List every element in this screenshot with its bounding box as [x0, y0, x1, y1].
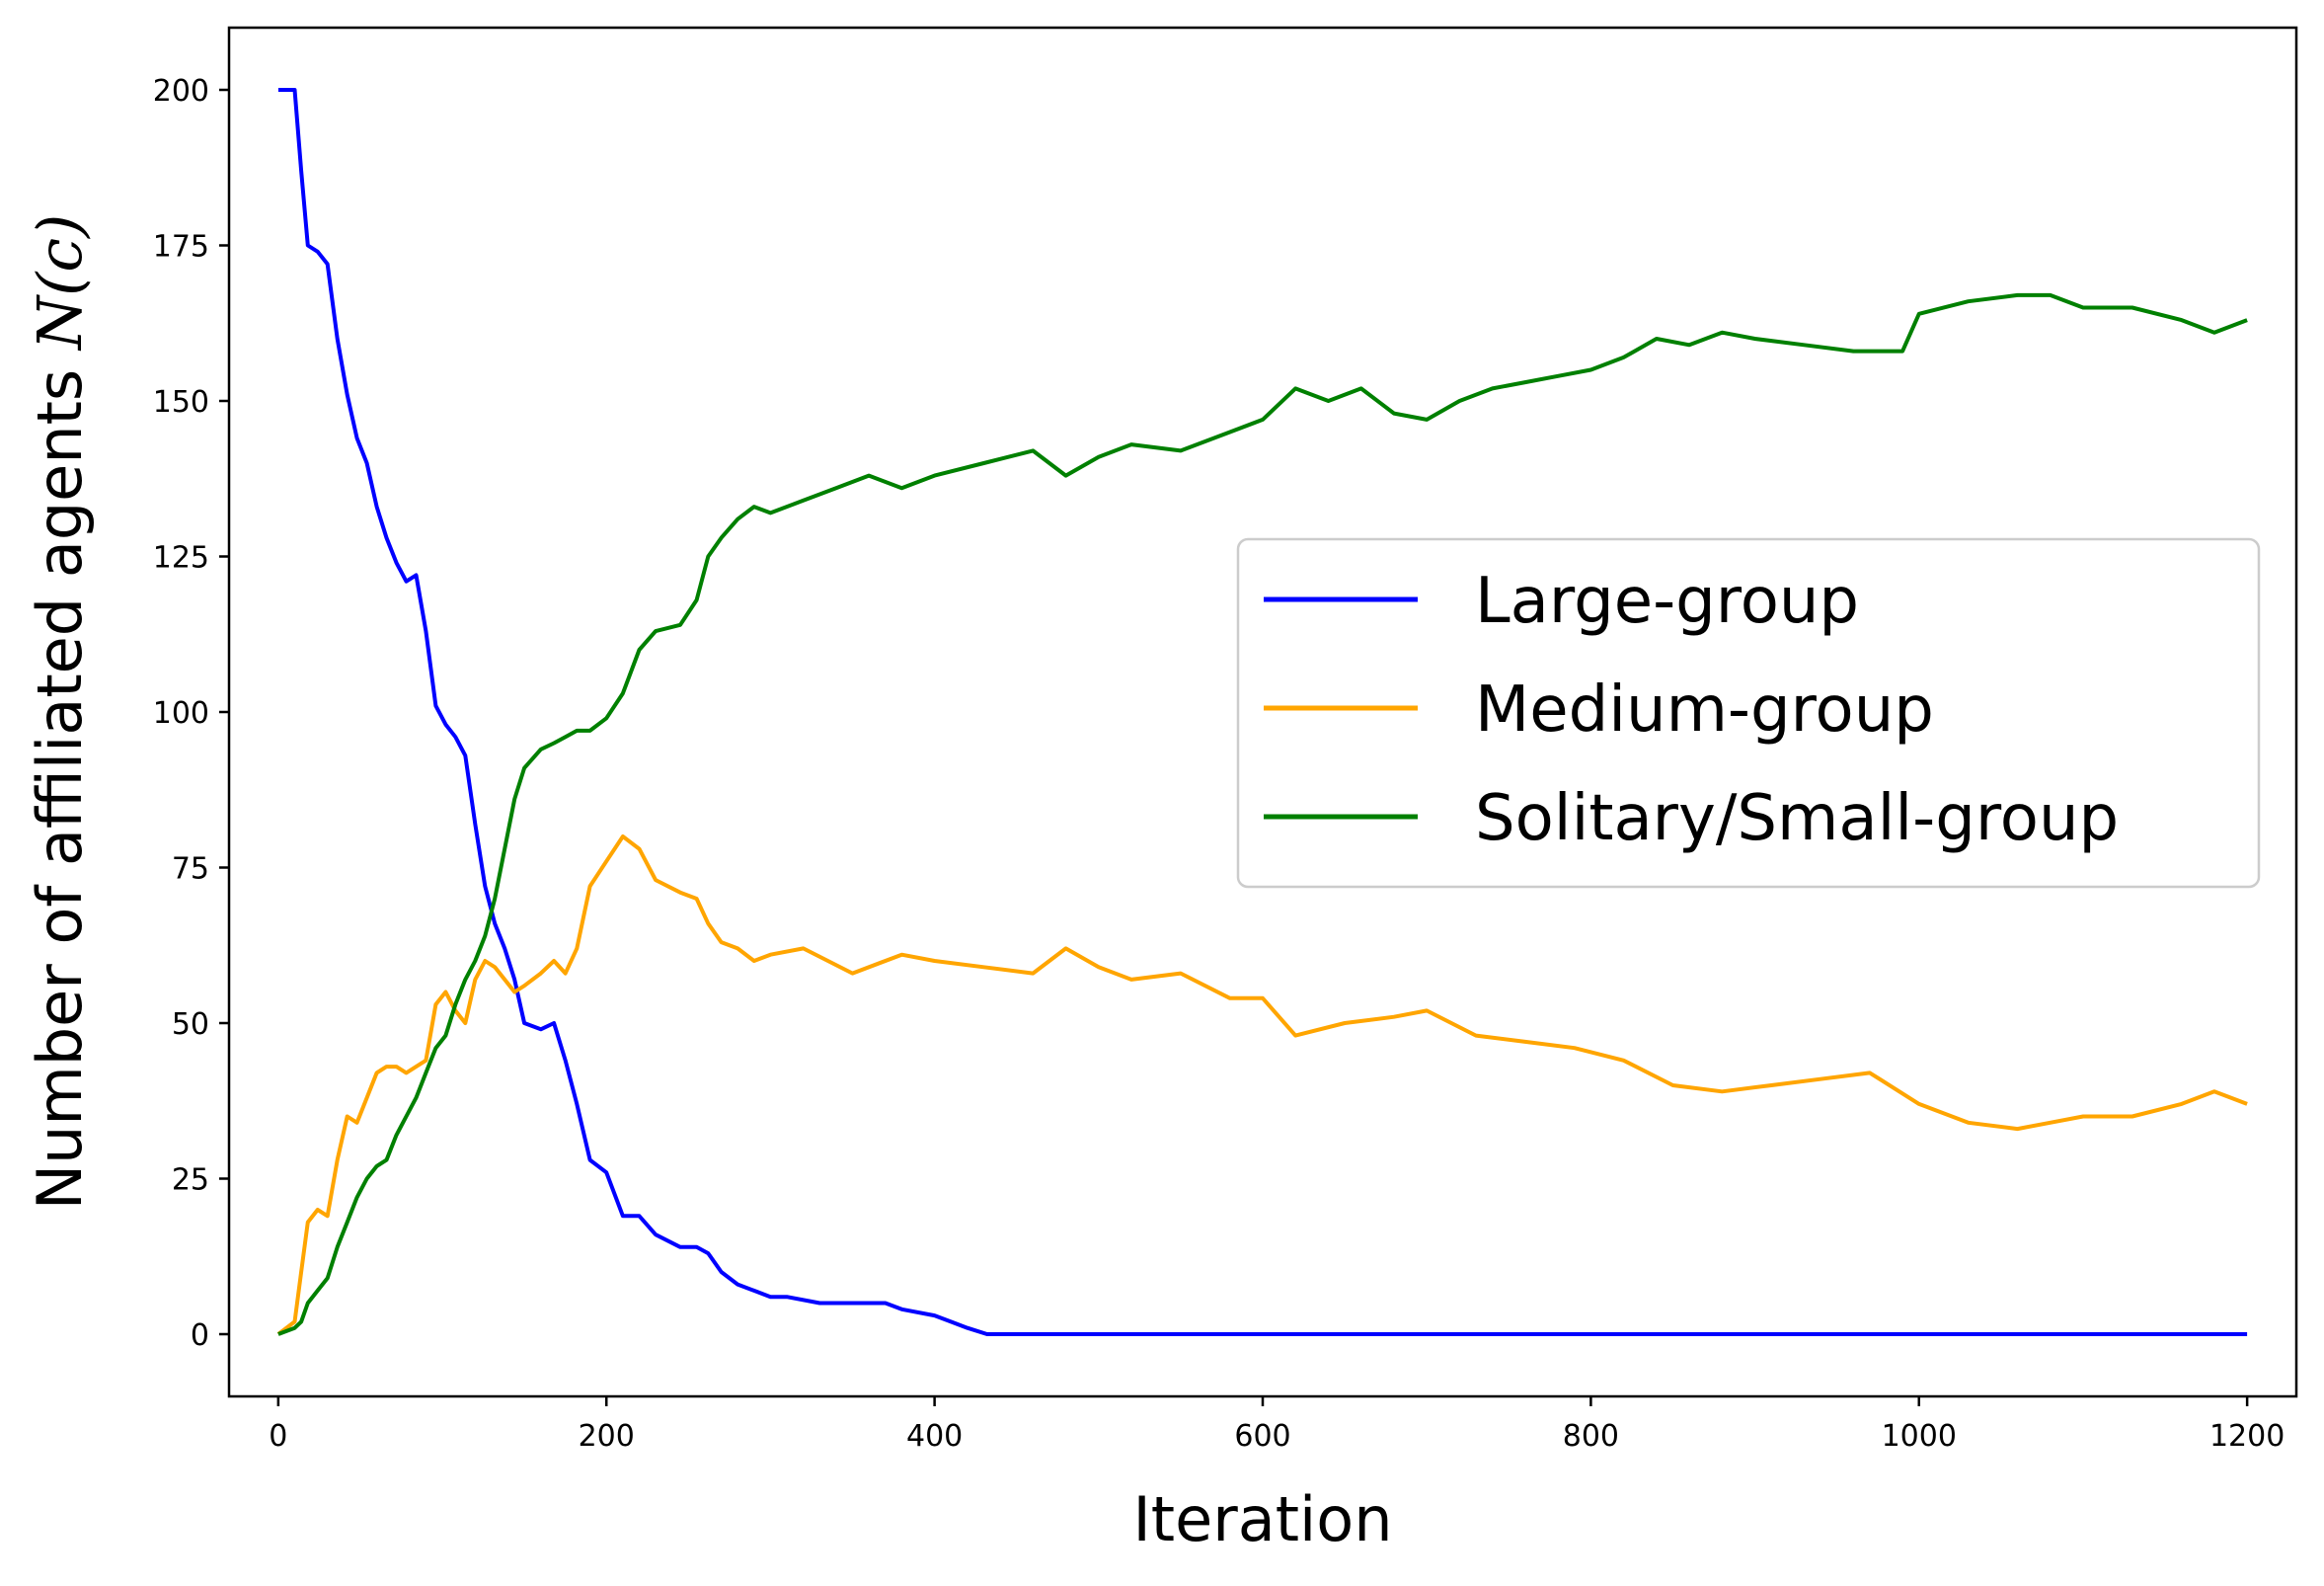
x-tick-label: 1000	[1882, 1419, 1957, 1454]
y-tick-label: 150	[153, 385, 209, 420]
y-axis-title-text: Number of affiliated agents	[24, 350, 96, 1210]
legend-label-2: Medium-group	[1475, 674, 1934, 747]
legend-label-1: Large-group	[1475, 565, 1859, 638]
series-line-1	[277, 88, 2248, 1336]
x-axis: 0 200 400 600 800 1000 1200	[269, 1396, 2285, 1454]
series-line-3	[277, 292, 2248, 1336]
x-tick-label: 1200	[2209, 1419, 2285, 1454]
y-tick-label: 0	[191, 1318, 209, 1353]
legend-box	[1236, 537, 2261, 889]
legend: Large-group Medium-group Solitary/Small-gr…	[1236, 537, 2261, 889]
x-tick-label: 800	[1563, 1419, 1619, 1454]
y-tick-label: 200	[153, 74, 209, 109]
y-tick-label: 50	[172, 1007, 209, 1042]
series-line-2	[276, 834, 2248, 1336]
x-tick-label: 400	[906, 1419, 963, 1454]
y-axis-title: Number of affiliated agents N(c)	[24, 214, 96, 1211]
y-tick-label: 100	[153, 696, 209, 731]
x-tick-label: 200	[579, 1419, 635, 1454]
legend-entries: Large-group Medium-group Solitary/Small-gr…	[1264, 565, 2119, 855]
x-tick-label: 600	[1234, 1419, 1290, 1454]
legend-label-3: Solitary/Small-group	[1475, 782, 2119, 855]
y-tick-label: 125	[153, 541, 209, 576]
y-tick-label: 75	[172, 852, 209, 887]
y-axis-title-math: N(c)	[24, 214, 96, 352]
y-axis: 0 25 50 75 100 125 150 175 200	[153, 74, 229, 1353]
y-tick-label: 25	[172, 1163, 209, 1198]
y-tick-label: 175	[153, 230, 209, 265]
x-tick-label: 0	[269, 1419, 287, 1454]
series-layer	[276, 88, 2248, 1336]
x-axis-title: Iteration	[1133, 1483, 1393, 1555]
